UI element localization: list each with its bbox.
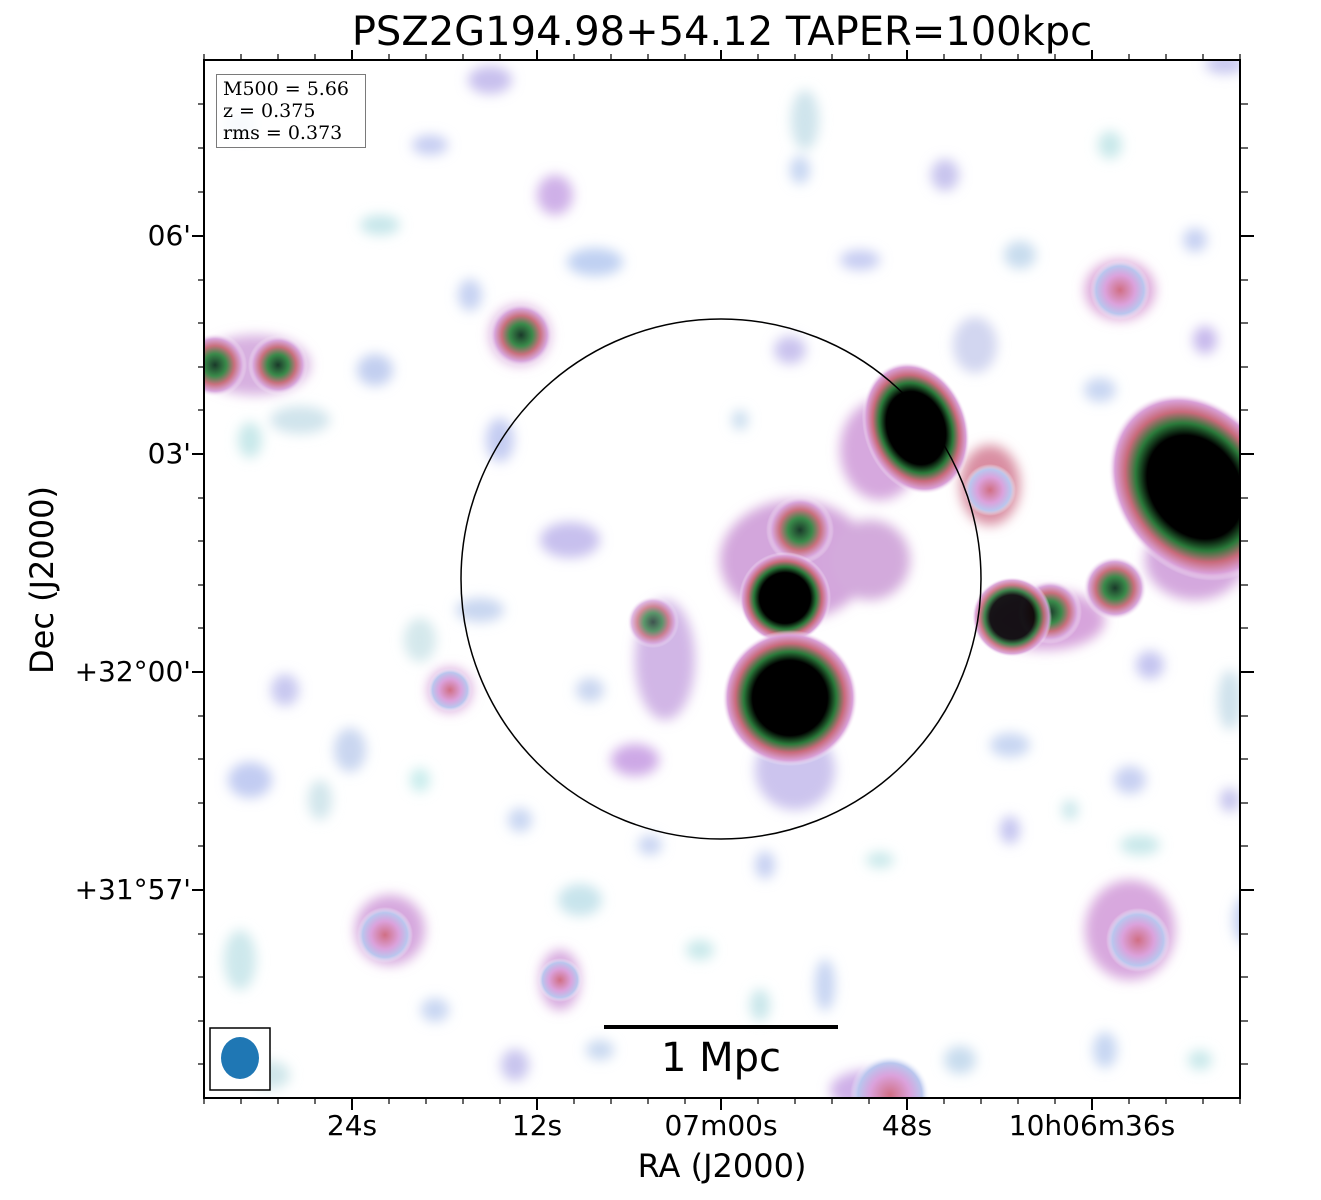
x-tick-label: 10h06m36s — [1008, 1109, 1176, 1142]
y-tick-label: +32°00' — [74, 655, 191, 688]
redshift-text: z = 0.375 — [223, 100, 316, 122]
y-axis-label: Dec (J2000) — [23, 486, 61, 674]
x-tick-label: 12s — [511, 1109, 563, 1142]
major-ticks — [192, 50, 1254, 1110]
rms-text: rms = 0.373 — [223, 122, 343, 144]
minor-ticks — [198, 54, 1248, 1104]
x-tick-label: 48s — [881, 1109, 933, 1142]
beam-ellipse — [221, 1037, 259, 1079]
y-tick-label: +31°57' — [74, 873, 191, 906]
r500-circle — [460, 318, 982, 840]
y-tick-label: 06' — [147, 219, 191, 252]
scale-bar-label: 1 Mpc — [660, 1035, 782, 1081]
image-plane — [204, 60, 1240, 1098]
plot-title: PSZ2G194.98+54.12 TAPER=100kpc — [351, 9, 1093, 55]
info-box: M500 = 5.66 z = 0.375 rms = 0.373 — [216, 74, 366, 148]
m500-text: M500 = 5.66 — [223, 78, 350, 100]
noise-emission — [224, 60, 1240, 1098]
x-tick-label: 07m00s — [664, 1109, 778, 1142]
beam-indicator — [209, 1027, 271, 1091]
x-axis-label: RA (J2000) — [637, 1147, 807, 1185]
x-tick-label: 24s — [326, 1109, 378, 1142]
y-tick-label: 03' — [147, 437, 191, 470]
compact-sources — [204, 260, 1240, 1098]
